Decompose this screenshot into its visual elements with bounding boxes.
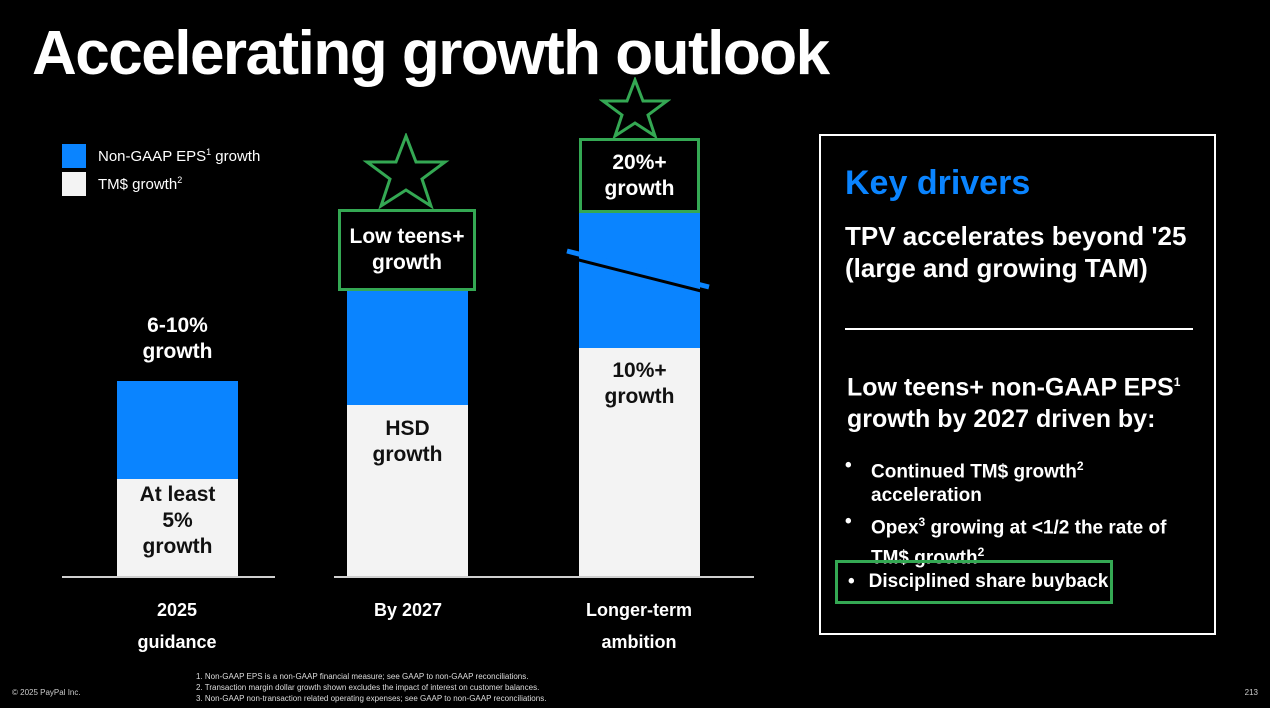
category-longterm-line1: Longer-term: [585, 600, 692, 620]
footnote-3: 3. Non-GAAP non-transaction related oper…: [196, 694, 547, 703]
eps-statement-line1: Low teens+ non-GAAP EPS1: [847, 366, 1207, 403]
bar-longterm-tm-line2: growth: [604, 385, 675, 408]
eps-statement: Low teens+ non-GAAP EPS1 growth by 2027 …: [847, 366, 1207, 435]
bar-longterm-eps-line1: 20%+: [612, 150, 667, 174]
footnote-2: 2. Transaction margin dollar growth show…: [196, 683, 540, 692]
bar-2025-eps-line2: growth: [142, 340, 213, 363]
category-longterm-line2: ambition: [601, 632, 677, 652]
chart-legend: Non-GAAP EPS1 growth TM$ growth2: [62, 142, 260, 198]
bar-2027-tm-segment: [347, 405, 468, 576]
tpv-statement: TPV accelerates beyond '25 (large and gr…: [845, 220, 1205, 284]
bar-2025-eps-line1: 6-10%: [147, 314, 208, 337]
bar-2027-tm-line2: growth: [372, 443, 443, 466]
legend-swatch-tm: [62, 172, 86, 196]
bar-2025-tm-line1: At least: [139, 483, 216, 506]
bullet-1-text: Continued TM$ growth: [871, 461, 1077, 483]
legend-label-eps: Non-GAAP EPS1 growth: [98, 147, 260, 165]
axis-baseline-left: [62, 576, 275, 578]
bullet-1-sup: 2: [1076, 459, 1084, 473]
eps-statement-text: Low teens+ non-GAAP EPS: [847, 373, 1174, 402]
bar-longterm-tm-segment: [579, 348, 700, 576]
bar-longterm-eps-line2: growth: [604, 176, 675, 200]
legend-item-eps: Non-GAAP EPS1 growth: [62, 142, 260, 170]
tpv-line1: TPV accelerates beyond '25: [845, 221, 1187, 251]
bar-2025-tm-line2: 5%: [162, 509, 193, 532]
category-2025-line1: 2025: [156, 600, 198, 620]
bullet-dot: •: [848, 571, 855, 592]
bar-2027-tm-label: HSD growth: [347, 416, 468, 468]
bullet-2-middle: growing at <1/2 the rate of: [925, 517, 1167, 539]
bullet-3-text: Disciplined share buyback: [868, 571, 1109, 592]
bar-2025-eps-segment: [117, 381, 238, 479]
bar-2025-tm-line3: growth: [142, 535, 213, 558]
category-label-longterm: Longer-term ambition: [559, 594, 719, 658]
bullet-1-line1: Continued TM$ growth2: [871, 454, 1191, 484]
eps-statement-sup: 1: [1173, 375, 1181, 389]
star-icon: [599, 77, 671, 139]
legend-label-tm: TM$ growth2: [98, 175, 182, 193]
bullet-dot: •: [845, 455, 852, 476]
legend-tm-text: TM$ growth: [98, 176, 178, 193]
legend-tm-sup: 2: [177, 175, 183, 185]
bar-2027-eps-callout: Low teens+ growth: [338, 209, 476, 291]
panel-divider: [845, 328, 1193, 330]
buyback-highlight-box: • Disciplined share buyback: [835, 560, 1113, 604]
bar-2025-eps-label: 6-10% growth: [100, 313, 255, 365]
category-2025-line2: guidance: [137, 632, 217, 652]
bullet-dot: •: [845, 511, 852, 532]
bar-2027-tm-line1: HSD: [385, 417, 430, 440]
bullet-2-line2-text: TM$ growth: [871, 547, 978, 569]
legend-eps-suffix: growth: [211, 148, 261, 165]
star-icon: [362, 133, 450, 209]
category-2027-line1: By 2027: [373, 600, 443, 620]
bar-longterm-eps-callout: 20%+ growth: [579, 138, 700, 213]
bar-2027-eps-line1: Low teens+: [349, 225, 465, 248]
axis-baseline-right: [334, 576, 754, 578]
bullet-2-sup: 3: [918, 515, 926, 529]
bullet-2-line2: TM$ growth2: [871, 540, 1191, 570]
bar-longterm-tm-label: 10%+ growth: [579, 358, 700, 410]
footnote-1: 1. Non-GAAP EPS is a non-GAAP financial …: [196, 672, 529, 681]
bullet-1-line2: acceleration: [871, 485, 982, 507]
bar-2025-tm-segment: [117, 479, 238, 576]
key-drivers-panel: Key drivers TPV accelerates beyond '25 (…: [819, 134, 1216, 635]
legend-eps-text: Non-GAAP EPS: [98, 148, 207, 165]
footnotes: 1. Non-GAAP EPS is a non-GAAP financial …: [196, 671, 546, 704]
copyright: © 2025 PayPal Inc.: [12, 688, 81, 697]
bullet-2-line2-sup: 2: [977, 545, 985, 560]
driver-bullet-tm-growth: • Continued TM$ growth2 acceleration: [845, 454, 1191, 508]
legend-eps-sup: 1: [206, 147, 212, 157]
key-drivers-heading: Key drivers: [845, 164, 1031, 202]
bullet-2-line1: Opex3 growing at <1/2 the rate of: [871, 510, 1191, 540]
driver-bullet-opex: • Opex3 growing at <1/2 the rate of TM$ …: [845, 510, 1191, 571]
legend-swatch-eps: [62, 144, 86, 168]
page-number: 213: [1244, 688, 1258, 697]
bullet-2-prefix: Opex: [871, 517, 919, 539]
category-label-2027: By 2027: [328, 594, 488, 626]
category-label-2025: 2025 guidance: [97, 594, 257, 658]
legend-item-tm: TM$ growth2: [62, 170, 260, 198]
bar-2027-eps-line2: growth: [372, 251, 442, 274]
page-title: Accelerating growth outlook: [32, 19, 830, 88]
eps-statement-line2: growth by 2027 driven by:: [847, 405, 1156, 434]
axis-break-icon: [566, 248, 710, 295]
bar-2027-eps-segment: [347, 291, 468, 405]
bar-longterm-tm-line1: 10%+: [612, 359, 667, 382]
bar-2025-tm-label: At least 5% growth: [117, 482, 238, 560]
tpv-line2: (large and growing TAM): [845, 253, 1148, 283]
